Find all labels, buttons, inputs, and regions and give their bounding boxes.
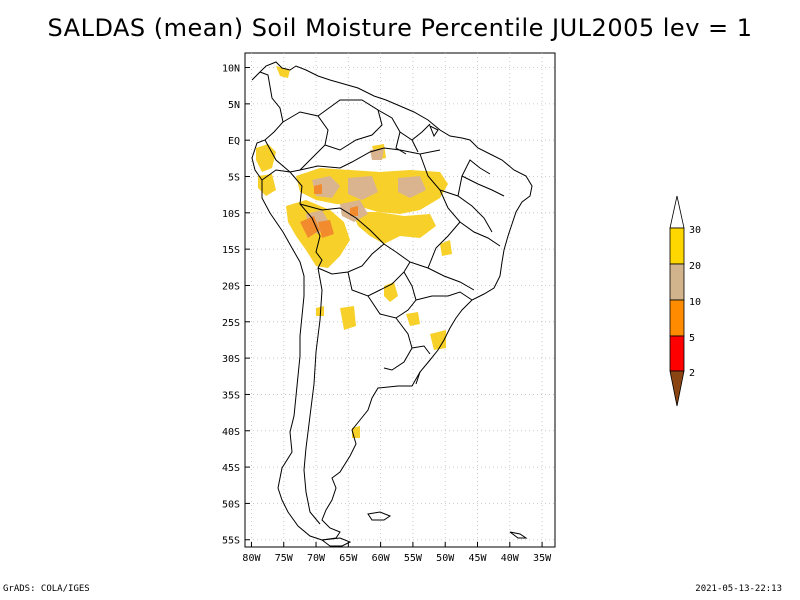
- lat-label: 35S: [222, 390, 240, 401]
- lat-label: 25S: [222, 318, 240, 329]
- map-title: SALDAS (mean) Soil Moisture Percentile J…: [47, 14, 753, 42]
- colorbar: 30 20 10 5 2: [669, 195, 701, 407]
- footer-credit: GrADS: COLA/IGES: [3, 584, 90, 594]
- country-borders: [251, 61, 533, 547]
- lon-label: 75W: [275, 553, 294, 564]
- colorbar-label-30: 30: [689, 225, 701, 236]
- lon-label: 40W: [501, 553, 520, 564]
- lat-label: 40S: [222, 427, 240, 438]
- colorbar-segment-10-20: [669, 263, 685, 301]
- shaded-region-orange: [350, 206, 358, 216]
- lon-label: 35W: [533, 553, 552, 564]
- border-guianas: [377, 109, 431, 155]
- island-falklands: [367, 511, 392, 521]
- border-brazil-west: [299, 147, 441, 263]
- map-frame: [244, 52, 556, 548]
- border-uruguay: [383, 317, 431, 371]
- axis-ticks: [245, 67, 543, 547]
- shaded-region-tan: [398, 176, 426, 198]
- lat-label: 10N: [222, 64, 240, 75]
- lat-label: EQ: [228, 136, 240, 147]
- shaded-region-yellow: [430, 330, 446, 350]
- shaded-region-yellow: [384, 282, 398, 302]
- island-fuego: [320, 537, 352, 547]
- shaded-region-yellow: [316, 306, 324, 316]
- lon-label: 70W: [307, 553, 326, 564]
- island-southgeorgia: [509, 531, 528, 539]
- shaded-region-orange: [300, 216, 320, 238]
- shaded-region-orange: [318, 220, 334, 238]
- lon-label: 65W: [339, 553, 358, 564]
- lon-label: 60W: [372, 553, 391, 564]
- lat-label: 50S: [222, 499, 240, 510]
- shaded-region-yellow: [352, 426, 360, 438]
- shaded-region-yellow: [440, 240, 452, 256]
- shaded-region-tan: [348, 176, 378, 200]
- coastline: [251, 61, 533, 541]
- shaded-region-yellow: [352, 212, 436, 244]
- lon-label: 80W: [242, 553, 261, 564]
- shaded-region-orange: [314, 184, 322, 194]
- border-brazil-states: [409, 153, 505, 385]
- colorbar-segment-2-5: [669, 335, 685, 372]
- footer-timestamp: 2021-05-13-22:13: [695, 584, 782, 594]
- lon-label: 45W: [468, 553, 487, 564]
- lon-label: 50W: [436, 553, 455, 564]
- colorbar-top-arrow: [669, 195, 685, 229]
- border-paraguay: [367, 271, 417, 319]
- colorbar-label-2: 2: [689, 368, 695, 379]
- lat-label: 15S: [222, 245, 240, 256]
- lat-label: 30S: [222, 354, 240, 365]
- colorbar-segment-5-10: [669, 299, 685, 337]
- colorbar-label-5: 5: [689, 333, 695, 344]
- colorbar-bottom-arrow: [669, 370, 685, 407]
- shaded-region-yellow: [406, 312, 420, 326]
- border-venezuela: [317, 99, 383, 151]
- lat-label: 10S: [222, 209, 240, 220]
- lat-label: 5S: [228, 173, 240, 184]
- colorbar-label-20: 20: [689, 261, 701, 272]
- lon-label: 55W: [404, 553, 423, 564]
- lat-label: 55S: [222, 536, 240, 547]
- latitude-labels: 10N 5N EQ 5S 10S 15S 20S 25S 30S 35S 40S 45S 50S 55S: [222, 64, 240, 547]
- island-trinidad: [429, 124, 439, 138]
- longitude-labels: 80W 75W 70W 65W 60W 55W 50W 45W 40W 35W: [242, 553, 552, 564]
- lat-label: 20S: [222, 281, 240, 292]
- border-colombia: [264, 111, 329, 173]
- colorbar-segment-20-30: [669, 227, 685, 265]
- border-ecuador-peru: [261, 169, 323, 269]
- lat-label: 5N: [228, 100, 240, 111]
- border-argentina-chile: [303, 267, 323, 525]
- lat-label: 45S: [222, 463, 240, 474]
- colorbar-label-10: 10: [689, 297, 701, 308]
- shaded-region-yellow: [340, 306, 356, 330]
